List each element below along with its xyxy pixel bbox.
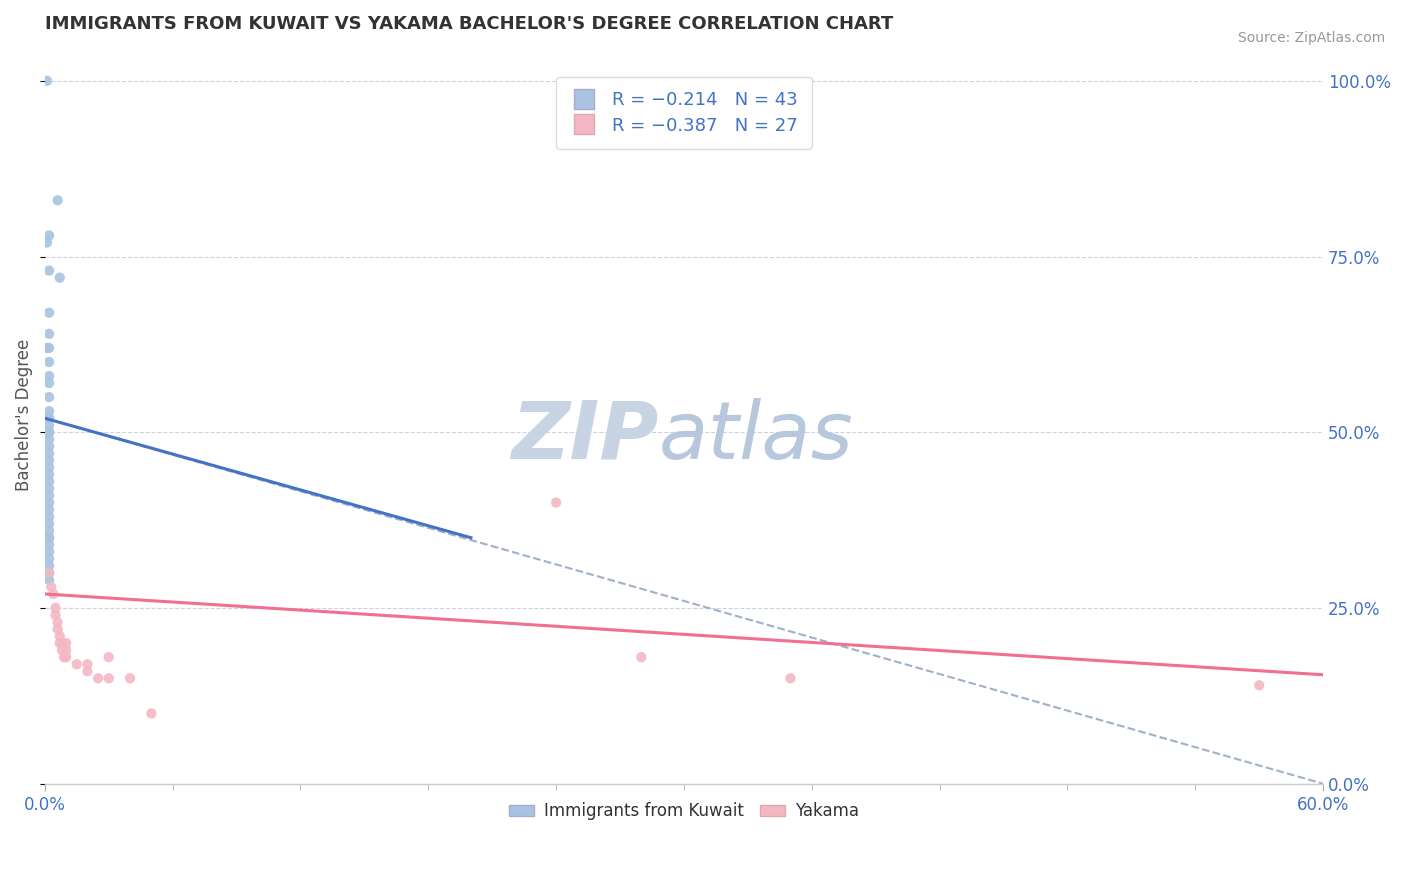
Point [46,622,69,636]
Point [35,235,58,250]
Point [76,657,98,672]
Point [35,341,58,355]
Point [38,425,60,440]
Point [55,643,77,657]
Point [38,341,60,355]
Point [38,369,60,384]
Point [38,482,60,496]
Point [38,263,60,277]
Point [38,404,60,418]
Point [44,601,66,615]
Point [38,566,60,580]
Point [38,558,60,573]
Point [66,657,89,672]
Point [38,495,60,509]
Text: ZIP: ZIP [510,398,658,475]
Point [44,607,66,622]
Point [46,194,69,208]
Point [38,551,60,566]
Point [38,418,60,433]
Point [38,573,60,587]
Point [35,74,58,88]
Point [55,650,77,665]
Point [38,545,60,559]
Point [38,439,60,453]
Text: atlas: atlas [658,398,853,475]
Point [779,671,801,685]
Text: Source: ZipAtlas.com: Source: ZipAtlas.com [1237,31,1385,45]
Point [76,665,98,679]
Point [38,475,60,489]
Point [38,411,60,425]
Point [38,516,60,531]
Point [42,587,65,601]
Point [38,566,60,580]
Point [48,629,70,643]
Point [546,495,568,509]
Point [38,432,60,446]
Point [118,671,141,685]
Point [38,425,60,440]
Point [630,650,652,665]
Point [38,453,60,467]
Point [141,706,163,721]
Point [38,326,60,341]
Point [39,580,62,594]
Point [51,636,73,650]
Point [51,643,73,657]
Point [38,228,60,243]
Point [38,306,60,320]
Point [38,460,60,475]
Point [53,650,76,665]
Point [87,671,110,685]
Point [38,467,60,482]
Legend: Immigrants from Kuwait, Yakama: Immigrants from Kuwait, Yakama [502,796,866,827]
Point [97,650,120,665]
Point [38,566,60,580]
Point [38,489,60,503]
Point [48,636,70,650]
Point [38,531,60,545]
Point [38,390,60,404]
Point [38,411,60,425]
Point [97,671,120,685]
Point [38,355,60,369]
Point [38,376,60,390]
Text: IMMIGRANTS FROM KUWAIT VS YAKAMA BACHELOR'S DEGREE CORRELATION CHART: IMMIGRANTS FROM KUWAIT VS YAKAMA BACHELO… [45,15,893,33]
Y-axis label: Bachelor's Degree: Bachelor's Degree [15,339,32,491]
Point [38,509,60,524]
Point [38,502,60,516]
Point [38,538,60,552]
Point [55,636,77,650]
Point [48,270,70,285]
Point [38,524,60,538]
Point [38,446,60,460]
Point [46,615,69,629]
Point [38,531,60,545]
Point [1249,678,1271,692]
